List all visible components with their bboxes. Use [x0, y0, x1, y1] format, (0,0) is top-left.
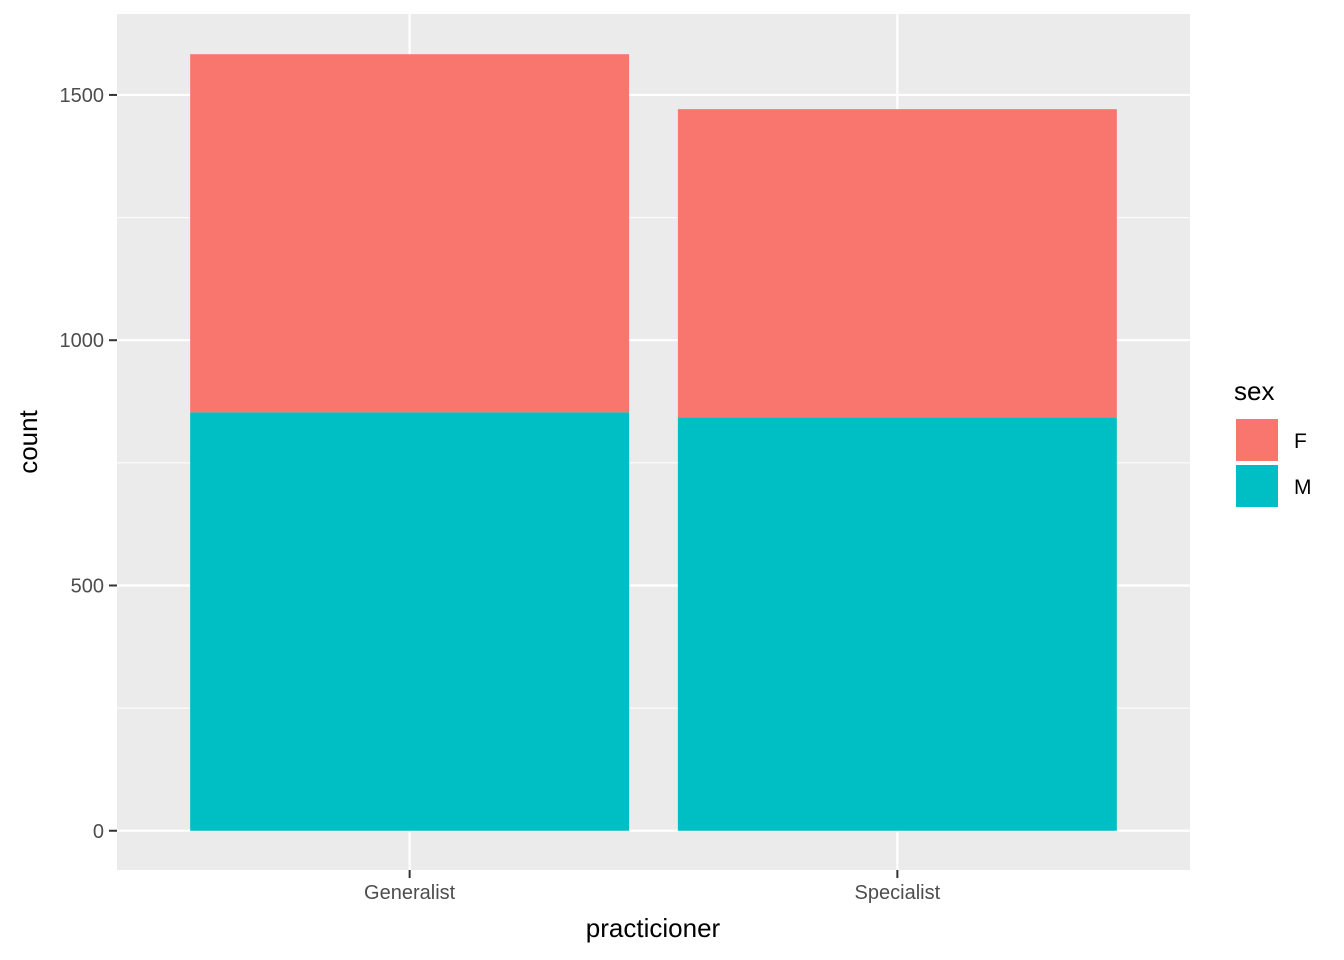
legend: sex FM	[1234, 376, 1312, 507]
legend-key-f	[1236, 419, 1278, 461]
x-tick-label: Specialist	[855, 882, 941, 904]
y-axis: 0 500 1000 1500	[60, 85, 117, 843]
legend-label: M	[1294, 476, 1312, 499]
y-tick-label: 500	[71, 575, 104, 597]
bars	[190, 54, 1117, 831]
x-tick-label: Generalist	[364, 882, 456, 904]
x-axis: Generalist Specialist	[364, 870, 941, 904]
bar-generalist-f	[190, 54, 630, 413]
y-tick-label: 1500	[60, 85, 105, 107]
bar-generalist-m	[190, 412, 630, 831]
bar-specialist-f	[677, 109, 1117, 418]
legend-key-m	[1236, 465, 1278, 507]
y-tick-label: 1000	[60, 330, 105, 352]
bar-specialist-m	[677, 417, 1117, 831]
legend-title: sex	[1234, 376, 1274, 406]
y-tick-label: 0	[93, 821, 104, 843]
x-axis-title: practicioner	[586, 913, 721, 943]
legend-label: F	[1294, 430, 1307, 453]
y-axis-title: count	[13, 409, 43, 473]
